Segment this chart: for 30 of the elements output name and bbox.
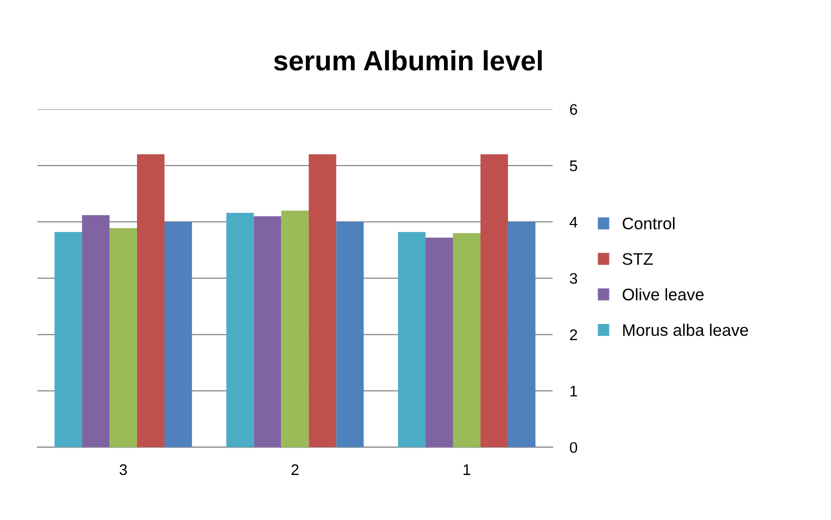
bar [398,232,426,448]
y-tick-label: 6 [570,104,578,115]
y-tick-label: 5 [570,160,578,172]
y-tick-label: 0 [570,442,578,453]
bar [281,210,309,448]
bar [254,216,282,448]
x-tick-label: 1 [464,464,470,475]
bar [110,228,138,448]
bar [308,154,336,448]
legend-label: STZ [622,253,653,265]
bar [508,222,536,448]
bar [137,154,164,448]
x-tick-label: 3 [120,464,127,476]
bar [336,222,364,448]
legend-label: Olive leave [622,288,704,300]
bar [453,233,480,448]
y-tick-label: 3 [570,273,578,284]
bar [426,238,454,448]
chart-title: serum Albumin level [274,50,542,71]
y-tick-label: 4 [570,216,578,228]
bar [82,215,110,448]
bar [480,154,508,448]
legend-label: Morus alba leave [623,324,748,336]
bar [54,232,82,448]
y-tick-label: 2 [570,329,578,340]
x-tick-label: 2 [292,464,298,475]
bar [164,222,192,448]
y-tick-label: 1 [570,386,578,396]
bar [226,212,254,448]
legend-label: Control [622,217,674,230]
